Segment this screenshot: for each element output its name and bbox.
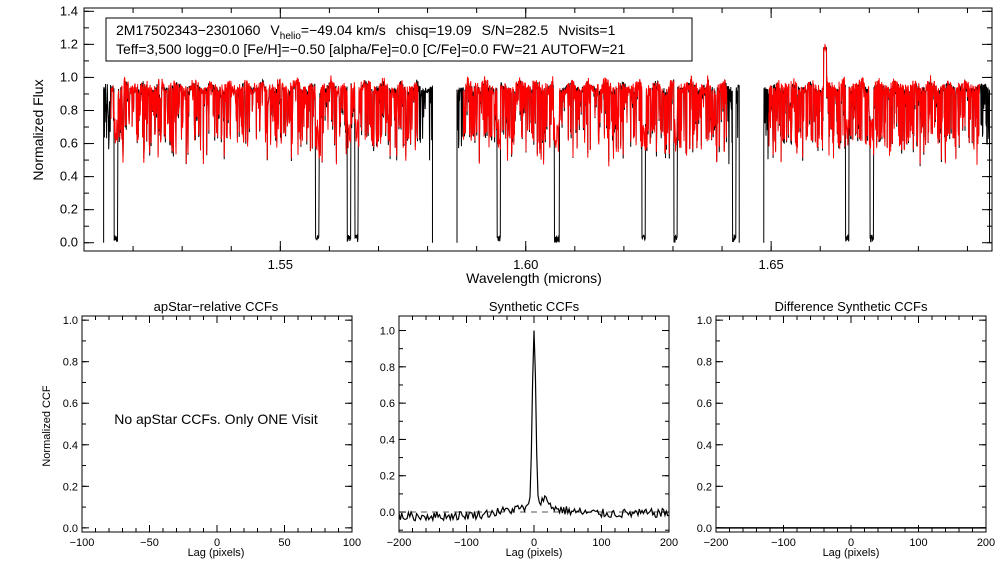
spectrum-x-ticks: 1.55 1.60 1.65	[83, 8, 968, 272]
x-tick-label: −100	[771, 537, 796, 549]
y-tick-label: 0.0	[60, 235, 78, 250]
difference-ccf-x-axis-title: Lag (pixels)	[823, 547, 880, 559]
difference-ccf-title: Difference Synthetic CCFs	[775, 299, 928, 314]
x-tick-label: −200	[387, 537, 412, 549]
difference-ccf-ticks: −200 −100 0 100 200 0.0 0.2 0.4 0.6 0.8 1.0	[697, 315, 995, 549]
star-id: 2M17502343−2301060	[116, 22, 261, 38]
y-tick-label: 1.0	[60, 69, 78, 84]
chisq-value: chisq=19.09	[396, 22, 472, 38]
vhelio-prefix: V	[270, 22, 280, 38]
y-tick-label: 0.0	[380, 507, 395, 519]
x-tick-label: 200	[660, 537, 678, 549]
y-tick-label: 1.0	[63, 315, 78, 327]
y-tick-label: 1.0	[697, 315, 712, 327]
y-tick-label: 0.2	[697, 481, 712, 493]
x-tick-label: −100	[70, 537, 95, 549]
x-tick-label: 200	[977, 537, 995, 549]
y-tick-label: 0.6	[697, 398, 712, 410]
synthetic-ccf-line	[398, 330, 670, 523]
spectrum-x-axis-title: Wavelength (microns)	[466, 270, 602, 286]
apstar-ccf-ticks: −100 −50 0 50 100 0.0 0.2 0.4 0.6 0.8 1.0	[63, 315, 361, 549]
y-tick-label: 0.8	[63, 357, 78, 369]
x-tick-label: −100	[454, 537, 479, 549]
spectrum-y-axis-title: Normalized Flux	[30, 79, 46, 180]
apstar-ccf-panel: apStar−relative CCFs −100 −50 0 50 100 0.0 0.2…	[41, 299, 361, 559]
y-tick-label: 0.8	[60, 102, 78, 117]
spectrum-frame	[83, 7, 993, 252]
y-tick-label: 0.4	[380, 434, 395, 446]
sn-value: S/N=282.5	[482, 22, 549, 38]
synthetic-spectrum-line	[462, 75, 728, 167]
y-tick-label: 1.2	[60, 36, 78, 51]
x-tick-label: −200	[704, 537, 729, 549]
synthetic-spectrum-line	[768, 43, 980, 165]
synthetic-spectrum-line	[110, 75, 419, 165]
spectrum-info-line-1: 2M17502343−2301060 Vhelio=−49.04 km/s chis…	[116, 22, 616, 42]
y-tick-label: 0.2	[60, 202, 78, 217]
x-tick-label: 0	[848, 537, 854, 549]
apstar-ccf-y-axis-title: Normalized CCF	[41, 385, 53, 467]
spectrum-y-ticks: 0.0 0.2 0.4 0.6 0.8 1.0 1.2 1.4	[60, 3, 992, 250]
y-tick-label: 0.8	[380, 362, 395, 374]
y-tick-label: 0.6	[380, 398, 395, 410]
vhelio-subscript: helio	[280, 31, 302, 42]
x-tick-label: 100	[909, 537, 927, 549]
spectrum-traces	[103, 43, 991, 243]
apstar-ccf-note: No apStar CCFs. Only ONE Visit	[114, 411, 318, 427]
synthetic-ccf-panel: Synthetic CCFs −200 −100 0 100 200 0.0 0.2 0.4 0…	[380, 299, 678, 559]
vhelio-value: =−49.04 km/s	[301, 22, 386, 38]
x-tick-label: 100	[592, 537, 610, 549]
y-tick-label: 0.2	[380, 471, 395, 483]
apstar-ccf-title: apStar−relative CCFs	[154, 299, 279, 314]
x-tick-label: 1.60	[513, 257, 538, 272]
apstar-ccf-x-axis-title: Lag (pixels)	[188, 547, 245, 559]
y-tick-label: 0.6	[60, 136, 78, 151]
x-tick-label: 1.65	[758, 257, 783, 272]
synthetic-ccf-curves	[398, 330, 670, 523]
x-tick-label: −50	[140, 537, 159, 549]
difference-ccf-frame	[715, 315, 987, 533]
spectrum-info-box	[105, 17, 693, 62]
synthetic-ccf-x-axis-title: Lag (pixels)	[506, 547, 563, 559]
y-tick-label: 0.0	[697, 523, 712, 535]
y-tick-label: 0.4	[697, 440, 712, 452]
x-tick-label: 1.55	[268, 257, 293, 272]
difference-ccf-panel: Difference Synthetic CCFs −200 −100 0 100 20…	[697, 299, 995, 559]
synthetic-ccf-ticks: −200 −100 0 100 200 0.0 0.2 0.4 0.6 0.8 1.0	[380, 316, 678, 549]
y-tick-label: 0.2	[63, 481, 78, 493]
y-tick-label: 1.4	[60, 3, 78, 18]
y-tick-label: 0.0	[63, 523, 78, 535]
y-tick-label: 0.4	[60, 169, 78, 184]
x-tick-label: 50	[278, 537, 290, 549]
spectrum-panel: 1.55 1.60 1.65 0.0 0.2 0.4 0.6 0.8 1.0 1.2 1.4 Wa…	[30, 3, 993, 286]
x-tick-label: 0	[531, 537, 537, 549]
y-tick-label: 0.4	[63, 440, 78, 452]
x-tick-label: 100	[343, 537, 361, 549]
synthetic-ccf-title: Synthetic CCFs	[489, 299, 580, 314]
nvisits-value: Nvisits=1	[558, 22, 615, 38]
y-tick-label: 0.6	[63, 398, 78, 410]
spectrum-info-line-2: Teff=3,500 logg=0.0 [Fe/H]=−0.50 [alpha/…	[116, 41, 625, 57]
y-tick-label: 0.8	[697, 357, 712, 369]
y-tick-label: 1.0	[380, 326, 395, 338]
x-tick-label: 0	[214, 537, 220, 549]
